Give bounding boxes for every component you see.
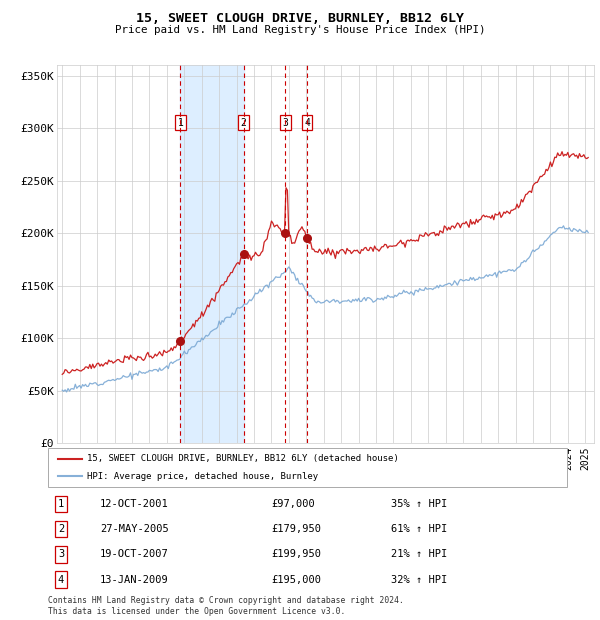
Text: Price paid vs. HM Land Registry's House Price Index (HPI): Price paid vs. HM Land Registry's House … (115, 25, 485, 35)
FancyBboxPatch shape (48, 448, 567, 487)
Text: 1: 1 (58, 499, 64, 509)
Text: 61% ↑ HPI: 61% ↑ HPI (391, 525, 447, 534)
Text: 2: 2 (241, 118, 247, 128)
Text: 19-OCT-2007: 19-OCT-2007 (100, 549, 169, 559)
Text: 27-MAY-2005: 27-MAY-2005 (100, 525, 169, 534)
Text: £179,950: £179,950 (271, 525, 321, 534)
Text: 32% ↑ HPI: 32% ↑ HPI (391, 575, 447, 585)
Text: Contains HM Land Registry data © Crown copyright and database right 2024.
This d: Contains HM Land Registry data © Crown c… (48, 596, 404, 616)
Text: 2: 2 (58, 525, 64, 534)
Text: 13-JAN-2009: 13-JAN-2009 (100, 575, 169, 585)
Text: 12-OCT-2001: 12-OCT-2001 (100, 499, 169, 509)
Text: £97,000: £97,000 (271, 499, 315, 509)
Text: 35% ↑ HPI: 35% ↑ HPI (391, 499, 447, 509)
Text: 21% ↑ HPI: 21% ↑ HPI (391, 549, 447, 559)
Bar (181, 65, 244, 443)
Text: £199,950: £199,950 (271, 549, 321, 559)
Text: 4: 4 (58, 575, 64, 585)
Text: HPI: Average price, detached house, Burnley: HPI: Average price, detached house, Burn… (87, 472, 318, 481)
Text: 3: 3 (283, 118, 289, 128)
Text: 4: 4 (304, 118, 310, 128)
Text: £195,000: £195,000 (271, 575, 321, 585)
Text: 1: 1 (178, 118, 184, 128)
Text: 15, SWEET CLOUGH DRIVE, BURNLEY, BB12 6LY (detached house): 15, SWEET CLOUGH DRIVE, BURNLEY, BB12 6L… (87, 454, 398, 463)
Text: 3: 3 (58, 549, 64, 559)
Text: 15, SWEET CLOUGH DRIVE, BURNLEY, BB12 6LY: 15, SWEET CLOUGH DRIVE, BURNLEY, BB12 6L… (136, 12, 464, 25)
